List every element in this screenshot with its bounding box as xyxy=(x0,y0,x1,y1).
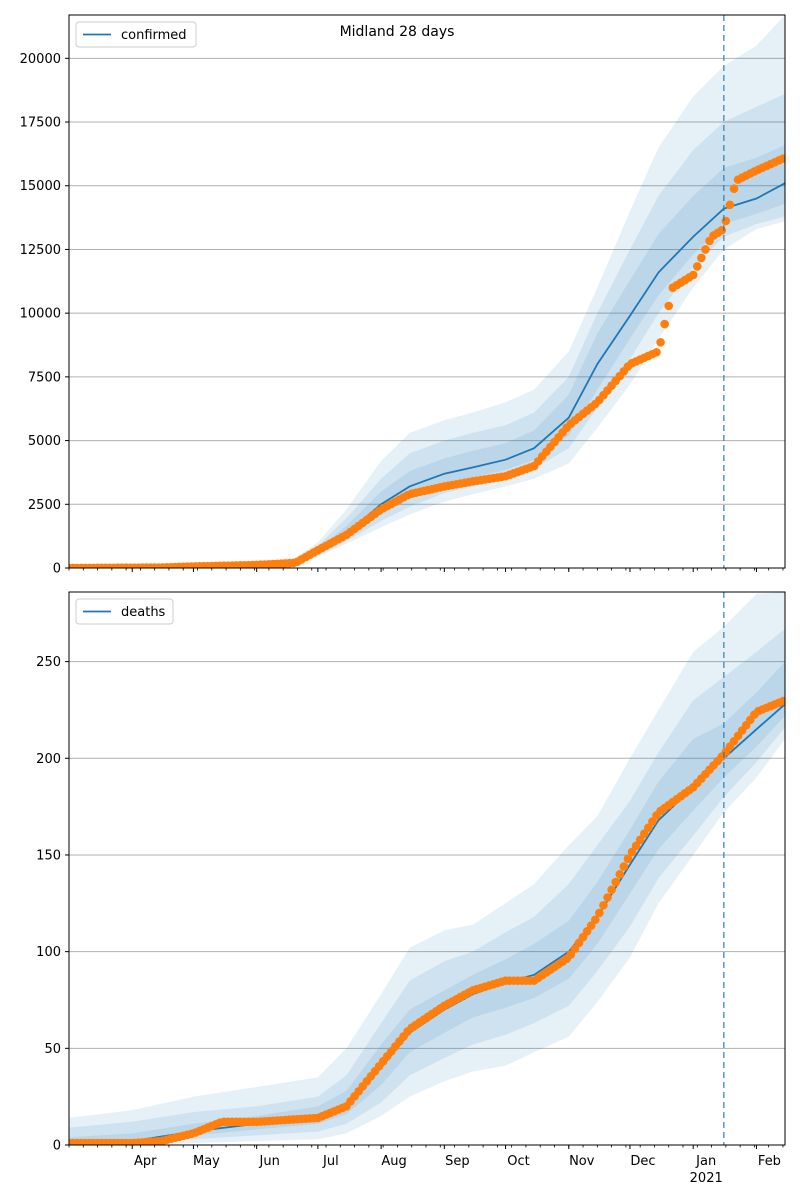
legend: confirmed xyxy=(75,21,197,48)
observed-point xyxy=(627,847,637,857)
chart-title: Midland 28 days xyxy=(340,24,455,40)
x-tick-label: Nov xyxy=(569,1154,595,1169)
y-tick-label: 0 xyxy=(53,1139,61,1154)
observed-point xyxy=(778,696,785,706)
y-tick-label: 20000 xyxy=(20,52,61,67)
plot-area xyxy=(69,592,785,1145)
observed-point xyxy=(599,900,608,910)
axes-frame xyxy=(68,591,786,1146)
y-tick-label: 17500 xyxy=(20,116,61,131)
observed-point xyxy=(664,301,674,311)
y-tick-label: 10000 xyxy=(20,307,61,322)
axes-frame xyxy=(68,14,786,569)
x-tick-label: Apr xyxy=(134,1154,157,1169)
observed-point xyxy=(603,893,612,902)
y-tick-label: 50 xyxy=(44,1042,61,1057)
observed-point xyxy=(717,226,727,235)
y-tick-label: 100 xyxy=(36,945,61,960)
y-tick-label: 15000 xyxy=(20,179,61,194)
x-tick-label: Feb xyxy=(758,1154,781,1169)
observed-point xyxy=(623,854,633,864)
legend: deaths xyxy=(75,598,174,625)
legend-box xyxy=(75,21,197,48)
observed-point xyxy=(692,262,702,271)
observed-point xyxy=(619,862,629,871)
observed-point xyxy=(590,915,600,925)
observed-point xyxy=(652,347,661,357)
observed-point xyxy=(701,245,710,254)
y-tick-label: 0 xyxy=(53,562,61,577)
x-tick-label: Sep xyxy=(445,1154,470,1169)
uncertainty-band xyxy=(69,592,785,1145)
observed-point xyxy=(778,154,785,163)
observed-point xyxy=(611,877,620,887)
y-tick-label: 200 xyxy=(36,752,61,767)
x-tick-label: Jan xyxy=(695,1154,716,1169)
legend-label: confirmed xyxy=(121,28,187,43)
x-tick-label: Aug xyxy=(381,1154,406,1169)
observed-point xyxy=(615,870,625,879)
x-year-label: 2021 xyxy=(690,1171,723,1186)
observed-point xyxy=(656,337,665,347)
uncertainty-band xyxy=(69,15,785,568)
observed-point xyxy=(660,319,669,329)
uncertainty-band xyxy=(69,144,785,568)
y-tick-label: 150 xyxy=(36,848,61,863)
x-tick-label: May xyxy=(193,1154,220,1169)
observed-point xyxy=(631,841,641,851)
observed-point xyxy=(595,908,604,918)
observed-point xyxy=(729,184,739,194)
y-tick-label: 2500 xyxy=(28,498,61,513)
observed-point xyxy=(644,823,653,832)
observed-point xyxy=(639,829,649,838)
panel-1: 0 2500 5000 7500 10000 12500 15000 17500 20000 co… xyxy=(20,14,786,577)
legend-label: deaths xyxy=(121,605,166,620)
x-tick-label: Oct xyxy=(507,1154,529,1169)
observed-point xyxy=(721,216,731,226)
x-tick-label: Dec xyxy=(630,1154,655,1169)
y-tick-label: 7500 xyxy=(28,370,61,385)
observed-point xyxy=(607,885,616,895)
uncertainty-band xyxy=(69,94,785,568)
observed-point xyxy=(697,253,706,263)
uncertainty-band xyxy=(69,628,785,1145)
plot-area xyxy=(69,15,785,568)
observed-point xyxy=(725,200,735,210)
legend-box xyxy=(75,598,174,625)
y-tick-label: 12500 xyxy=(20,243,61,258)
y-tick-label: 5000 xyxy=(28,434,61,449)
panel-2: 0 50 100 150 200 250 Apr May Jun Jul Aug Sep Oct Nov D… xyxy=(36,591,786,1186)
x-tick-label: Jun xyxy=(259,1154,280,1169)
observed-point xyxy=(635,835,645,845)
x-tick-label: Jul xyxy=(322,1154,339,1169)
observed-point xyxy=(648,817,657,826)
observed-point xyxy=(688,270,698,280)
y-tick-label: 250 xyxy=(36,655,61,670)
